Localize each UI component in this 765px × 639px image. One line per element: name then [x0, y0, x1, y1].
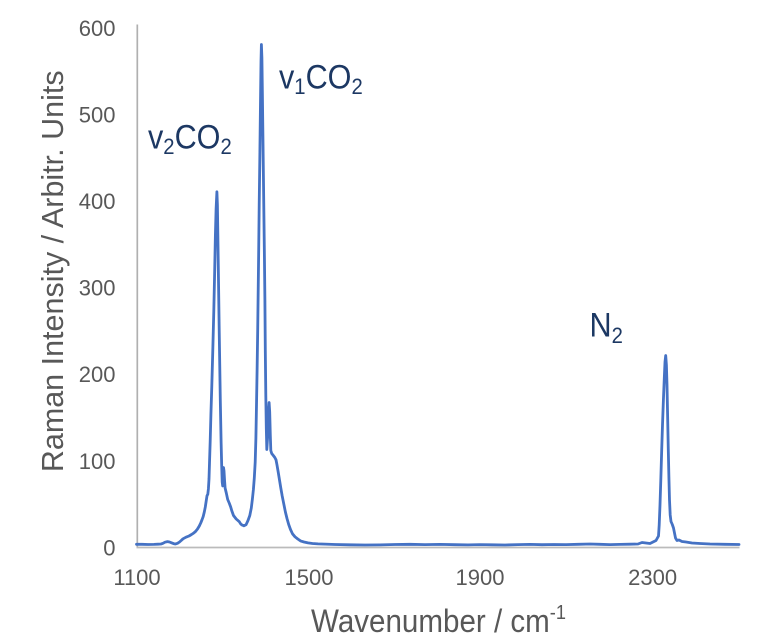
svg-text:0: 0	[103, 535, 115, 560]
svg-text:2300: 2300	[628, 565, 677, 590]
svg-text:200: 200	[79, 362, 116, 387]
svg-text:v2CO2: v2CO2	[148, 118, 232, 159]
svg-text:1500: 1500	[285, 565, 334, 590]
svg-text:300: 300	[79, 276, 116, 301]
svg-text:100: 100	[79, 449, 116, 474]
svg-text:600: 600	[79, 16, 116, 41]
svg-text:400: 400	[79, 189, 116, 214]
svg-text:Wavenumber / cm-1: Wavenumber / cm-1	[311, 602, 566, 639]
svg-text:Raman Intensity / Arbitr. Unit: Raman Intensity / Arbitr. Units	[36, 70, 70, 472]
svg-text:1900: 1900	[456, 565, 505, 590]
svg-text:v1CO2: v1CO2	[279, 58, 363, 99]
svg-text:500: 500	[79, 103, 116, 128]
svg-text:1100: 1100	[113, 565, 160, 590]
